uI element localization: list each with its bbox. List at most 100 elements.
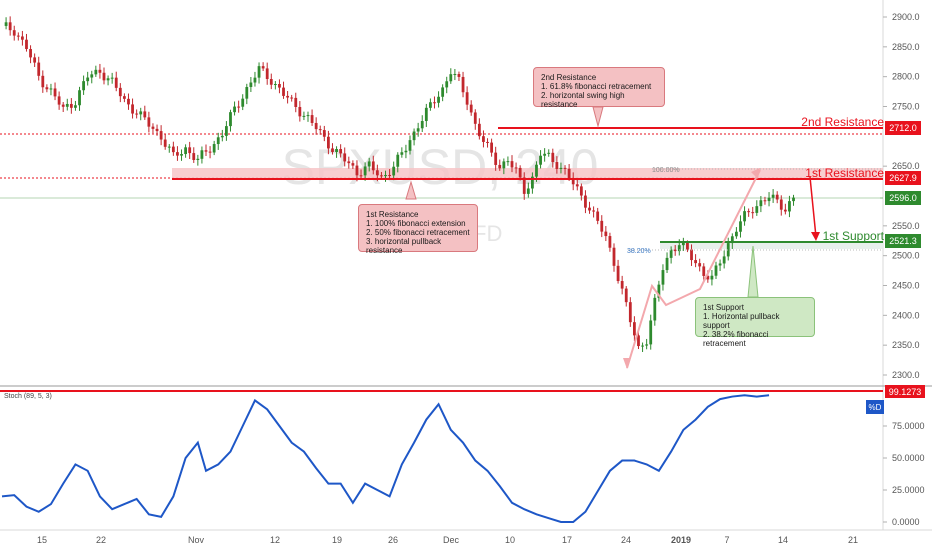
candle-body	[204, 150, 208, 152]
candle-body	[102, 72, 106, 81]
candle-body	[494, 152, 498, 165]
candle-body	[539, 155, 542, 165]
candle-body	[74, 105, 77, 108]
candle-body	[37, 62, 41, 76]
candle-body	[233, 106, 236, 113]
candle-body	[551, 152, 555, 163]
candle-body	[767, 197, 771, 202]
r1-price-label: 2627.9	[889, 173, 917, 183]
candle-body	[645, 344, 649, 346]
stoch-axis[interactable]: 75.0000 50.0000 25.0000 0.0000	[883, 421, 925, 527]
candle-body	[335, 149, 338, 152]
candle-body	[180, 154, 183, 156]
projection-arrow	[811, 232, 820, 241]
price-pattern-path	[626, 169, 761, 369]
candle-body	[686, 242, 689, 250]
candle-body	[49, 88, 53, 90]
time-tick-label: 12	[270, 535, 280, 545]
candle-body	[212, 144, 216, 153]
candle-body	[318, 129, 322, 131]
candle-body	[347, 161, 351, 164]
candle-body	[257, 66, 261, 78]
r2-annotation[interactable]: 2nd Resistance 1. 61.8% fibonacci retrac…	[533, 67, 665, 109]
candle-body	[563, 167, 567, 169]
candle-body	[184, 147, 187, 155]
candle-body	[265, 68, 269, 80]
price-tick-label: 2550.0	[892, 221, 920, 231]
candle-body	[86, 77, 90, 82]
stoch-tick-label: 0.0000	[892, 517, 920, 527]
candle-body	[763, 200, 767, 202]
candle-body	[302, 115, 306, 117]
candle-body	[792, 197, 795, 202]
d-series-badge[interactable]	[866, 400, 884, 414]
candle-body	[286, 95, 289, 98]
fib-100-label: 100.00%	[652, 167, 680, 174]
candle-body	[681, 242, 685, 246]
r2-callout-pointer	[592, 106, 604, 128]
candle-body	[106, 78, 110, 81]
candle-body	[45, 87, 49, 90]
candle-body	[531, 176, 534, 189]
candle-body	[510, 161, 514, 168]
candle-body	[694, 260, 697, 264]
candle-body	[155, 128, 159, 132]
candle-body	[673, 249, 677, 252]
candle-body	[290, 97, 294, 99]
candle-body	[220, 135, 224, 138]
candle-body	[298, 106, 302, 117]
candle-body	[624, 288, 628, 303]
candle-body	[726, 243, 730, 257]
candle-body	[588, 207, 591, 211]
time-tick-label: 19	[332, 535, 342, 545]
candle-body	[65, 103, 69, 107]
candle-body	[661, 270, 665, 285]
candle-body	[698, 263, 702, 267]
price-tick-label: 2450.0	[892, 281, 920, 291]
candle-body	[584, 195, 587, 208]
candle-body	[755, 206, 759, 213]
candle-body	[498, 164, 502, 169]
r1-annotation-title: 1st Resistance	[366, 210, 419, 219]
r1-annotation[interactable]: 1st Resistance 1. 100% fibonacci extensi…	[358, 204, 478, 255]
candle-body	[543, 153, 547, 156]
time-axis[interactable]: 15 22 Nov 12 19 26 Dec 10 17 24 2019 7 14 21	[37, 535, 858, 545]
s1-annotation[interactable]: 1st Support 1. Horizontal pullback suppo…	[695, 297, 815, 348]
candle-body	[612, 247, 616, 266]
candle-body	[441, 87, 445, 97]
candle-body	[135, 113, 139, 115]
candle-body	[555, 162, 559, 169]
candle-body	[237, 106, 241, 108]
candle-body	[196, 158, 200, 160]
r2-annotation-line-1: 1. 61.8% fibonacci retracement	[541, 82, 652, 91]
price-tick-label: 2800.0	[892, 72, 920, 82]
candle-body	[420, 121, 424, 129]
d-series-label: %D	[869, 403, 882, 412]
r2-annotation-title: 2nd Resistance	[541, 73, 597, 82]
price-tick-label: 2650.0	[892, 161, 920, 171]
candle-body	[392, 166, 396, 176]
r1-price-badge	[885, 171, 921, 185]
candle-body	[404, 150, 408, 153]
candle-body	[269, 79, 273, 85]
price-axis[interactable]: 2900.0 2850.0 2800.0 2750.0 2650.0 2550.0 2500…	[883, 12, 920, 380]
candle-body	[408, 140, 412, 151]
candle-body	[229, 112, 232, 127]
candle-body	[433, 102, 436, 104]
candle-body	[579, 186, 583, 196]
price-tick-label: 2350.0	[892, 340, 920, 350]
candle-body	[131, 104, 134, 114]
time-tick-label: 7	[724, 535, 729, 545]
candle-body	[788, 201, 791, 212]
time-tick-label: 17	[562, 535, 572, 545]
candle-body	[53, 88, 57, 97]
candle-body	[306, 115, 310, 117]
candle-body	[78, 90, 81, 106]
candle-body	[33, 57, 37, 63]
candle-body	[575, 184, 579, 187]
stoch-legend[interactable]: Stoch (89, 5, 3)	[4, 393, 52, 400]
r1-annotation-line-2: 2. 50% fibonacci retracement	[366, 228, 470, 237]
s1-annotation-line-2: 2. 38.2% fibonacci retracement	[703, 330, 769, 348]
candle-body	[69, 103, 73, 108]
